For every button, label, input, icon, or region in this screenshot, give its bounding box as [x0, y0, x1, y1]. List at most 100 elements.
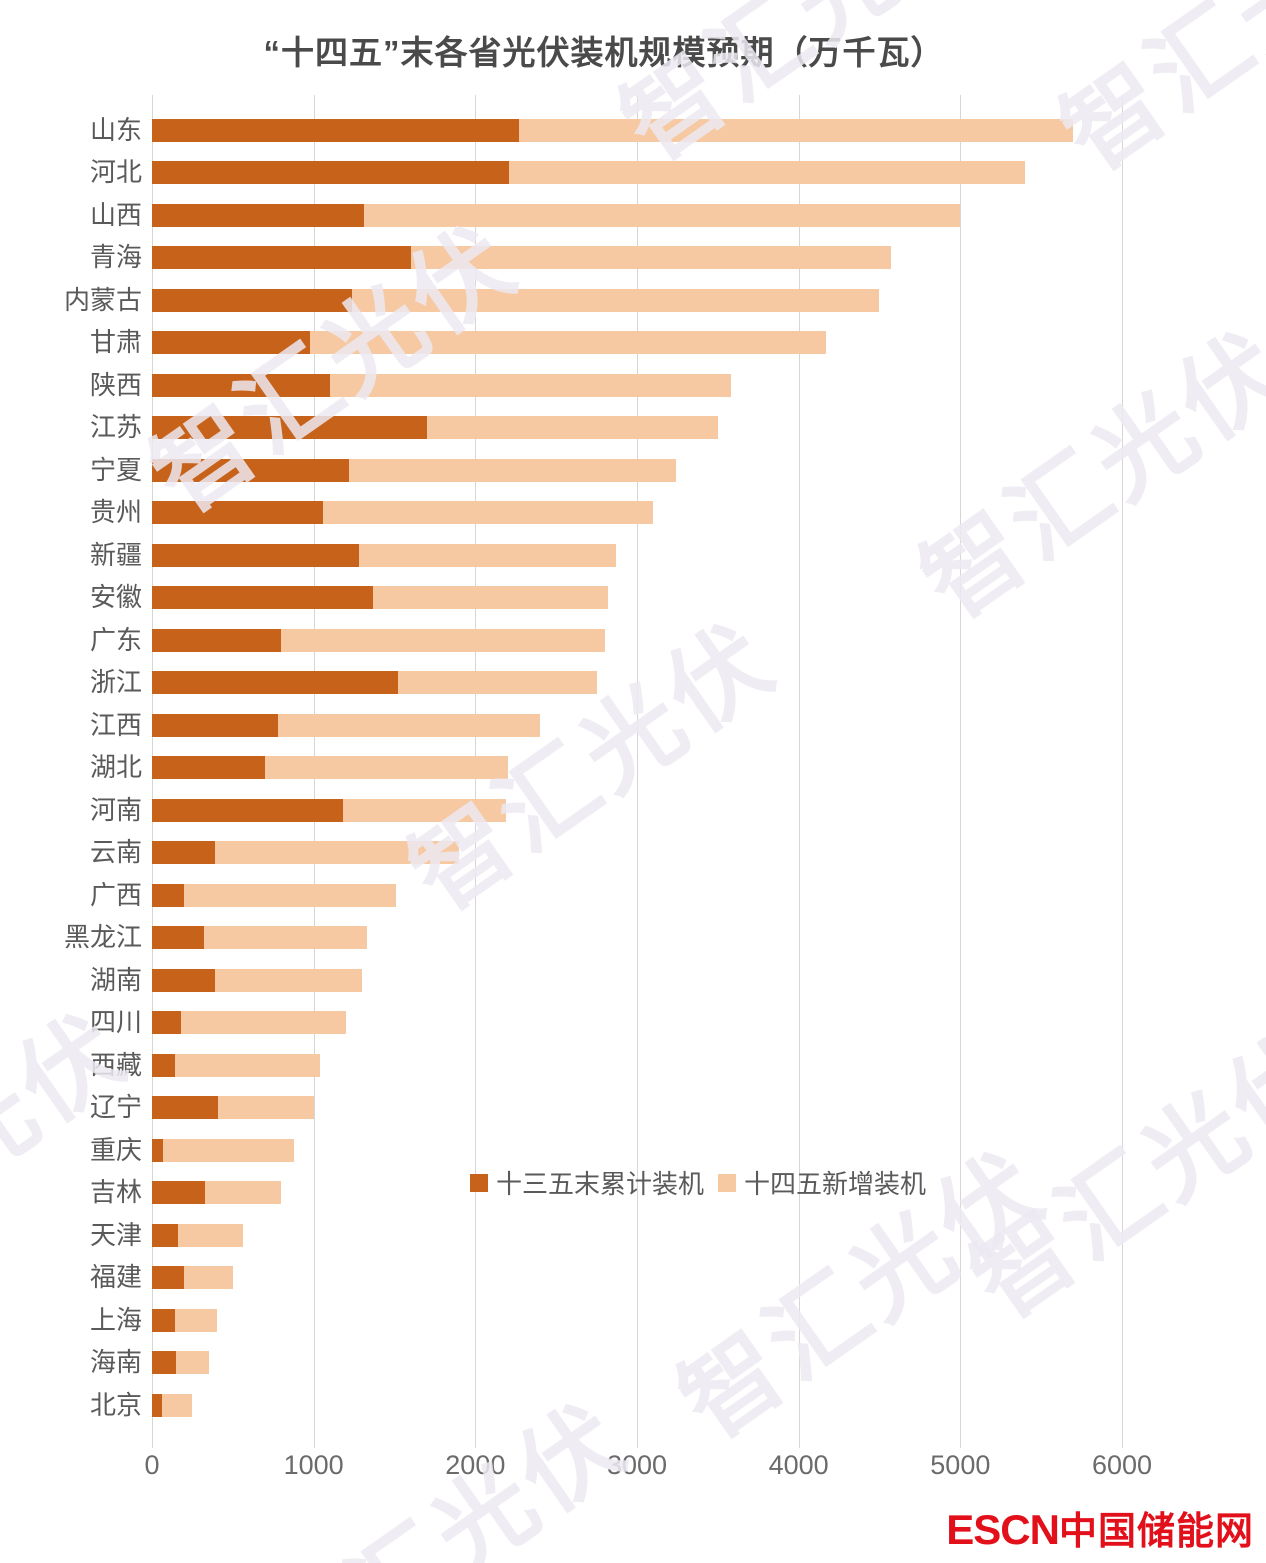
- bar-segment-new: [265, 756, 508, 779]
- category-label: 上海: [89, 1304, 142, 1335]
- x-tick-label: 2000: [445, 1450, 506, 1480]
- bar-segment-new: [215, 841, 460, 864]
- bar-segment-cumulative: [152, 1393, 162, 1417]
- bar-segment-cumulative: [152, 798, 343, 822]
- bar-segment-cumulative: [152, 118, 519, 142]
- category-label: 湖北: [89, 752, 142, 782]
- bar-segment-new: [177, 1223, 243, 1247]
- bar-segment-cumulative: [152, 713, 279, 737]
- bar-segment-new: [509, 161, 1025, 184]
- x-tick-label: 6000: [1091, 1450, 1153, 1480]
- bar-segment-new: [181, 1011, 346, 1034]
- category-label: 云南: [89, 837, 142, 867]
- gridline: [960, 95, 962, 1448]
- bar-segment-cumulative: [152, 1096, 219, 1119]
- category-label: 安徽: [89, 582, 142, 612]
- category-label: 广西: [89, 879, 142, 910]
- bar-segment-new: [349, 458, 676, 482]
- bar-segment-new: [174, 1308, 217, 1332]
- category-label: 新疆: [89, 539, 142, 570]
- bar-segment-cumulative: [152, 543, 359, 567]
- bar-segment-cumulative: [152, 1351, 177, 1374]
- bar-segment-new: [161, 1393, 193, 1417]
- legend-label-cumulative: 十三五末累计装机: [496, 1169, 705, 1199]
- bar-segment-new: [329, 373, 731, 397]
- category-label: 四川: [89, 1007, 142, 1037]
- bar-segment-new: [310, 331, 827, 354]
- bar-segment-cumulative: [152, 841, 216, 864]
- bar-segment-cumulative: [152, 883, 185, 907]
- legend-item-cumulative: 十三五末累计装机: [470, 1164, 704, 1201]
- x-tick-label: 5000: [930, 1450, 991, 1480]
- bar-segment-new: [184, 1266, 233, 1289]
- bar-segment-cumulative: [152, 501, 324, 524]
- category-label: 黑龙江: [63, 922, 142, 952]
- bar-segment-new: [352, 288, 880, 312]
- bar-segment-cumulative: [152, 331, 311, 354]
- x-tick-label: 0: [144, 1450, 160, 1480]
- category-label: 宁夏: [89, 454, 142, 485]
- chart-title: “十四五”末各省光伏装机规模预期（万千瓦）: [263, 34, 945, 71]
- escn-logo-en: ESCN: [946, 1506, 1060, 1553]
- chart-legend: 十三五末累计装机 十四五新增装机: [470, 1164, 926, 1201]
- category-label: 江西: [89, 709, 142, 740]
- x-tick-label: 4000: [768, 1450, 829, 1480]
- bar-segment-new: [518, 118, 1074, 142]
- legend-item-new: 十四五新增装机: [718, 1164, 926, 1201]
- bar-segment-new: [410, 246, 891, 269]
- x-tick-label: 3000: [606, 1450, 668, 1480]
- category-label: 湖南: [89, 964, 142, 995]
- category-label: 河北: [89, 157, 142, 187]
- category-label: 甘肃: [89, 327, 142, 357]
- category-label: 山东: [89, 114, 142, 145]
- bar-segment-cumulative: [152, 416, 427, 439]
- bar-segment-new: [323, 501, 654, 524]
- bar-segment-new: [373, 586, 608, 609]
- category-label: 天津: [89, 1219, 142, 1250]
- bar-segment-new: [162, 1138, 295, 1162]
- bar-segment-cumulative: [152, 968, 216, 992]
- bar-segment-new: [215, 968, 363, 992]
- category-label: 西藏: [89, 1049, 142, 1080]
- gridline: [798, 95, 800, 1448]
- bar-segment-new: [426, 416, 718, 439]
- bar-segment-cumulative: [152, 1266, 185, 1289]
- category-label: 山西: [89, 199, 142, 230]
- bar-segment-cumulative: [152, 288, 353, 312]
- bar-segment-cumulative: [152, 628, 282, 652]
- category-label: 广东: [89, 624, 142, 655]
- gridline: [1122, 95, 1123, 1448]
- bar-segment-cumulative: [152, 671, 398, 694]
- bar-segment-cumulative: [152, 1308, 175, 1332]
- category-label: 河南: [89, 794, 142, 825]
- bar-segment-new: [174, 1053, 321, 1077]
- bar-segment-new: [363, 203, 961, 227]
- x-tick-label: 1000: [283, 1450, 344, 1480]
- category-label: 北京: [89, 1389, 142, 1420]
- bar-segment-new: [281, 628, 605, 652]
- bar-segment-new: [358, 543, 616, 567]
- bar-segment-cumulative: [152, 373, 330, 397]
- category-label: 江苏: [89, 412, 142, 442]
- bar-segment-cumulative: [152, 1181, 206, 1204]
- category-label: 海南: [89, 1347, 142, 1377]
- bar-segment-cumulative: [152, 1138, 163, 1162]
- category-label: 浙江: [89, 667, 142, 697]
- bar-segment-new: [278, 713, 540, 737]
- bar-segment-cumulative: [152, 161, 510, 184]
- gridline: [637, 95, 638, 1448]
- bar-segment-cumulative: [152, 1223, 178, 1247]
- category-label: 重庆: [89, 1134, 142, 1165]
- legend-swatch-new-icon: [718, 1173, 737, 1192]
- bar-segment-cumulative: [152, 203, 364, 227]
- bar-segment-new: [342, 798, 507, 822]
- category-label: 福建: [89, 1262, 142, 1292]
- category-label: 青海: [89, 242, 142, 272]
- bar-segment-cumulative: [152, 1011, 182, 1034]
- category-label: 陕西: [89, 369, 142, 400]
- bar-segment-cumulative: [152, 1053, 175, 1077]
- escn-logo: ESCN中国储能网: [946, 1500, 1254, 1555]
- category-label: 内蒙古: [63, 284, 142, 315]
- bar-segment-cumulative: [152, 926, 204, 949]
